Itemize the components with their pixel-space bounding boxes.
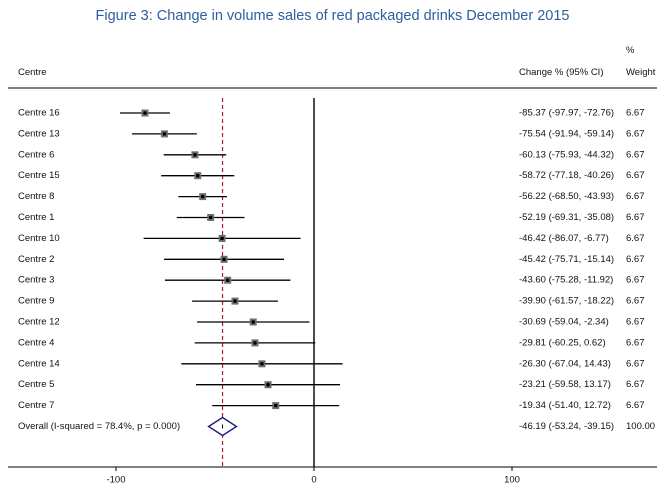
- point-estimate: [273, 403, 278, 408]
- point-estimate: [260, 362, 264, 366]
- weight-value: 6.67: [626, 275, 645, 286]
- ci-value: -26.30 (-67.04, 14.43): [519, 358, 611, 369]
- x-tick-label: 100: [504, 475, 520, 485]
- point-estimate: [220, 236, 224, 241]
- weight-value: 6.67: [626, 149, 645, 160]
- study-label: Centre 1: [18, 212, 54, 223]
- ci-value: -29.81 (-60.25, 0.62): [519, 337, 606, 348]
- study-label: Centre 12: [18, 317, 60, 328]
- overall-ci-value: -46.19 (-53.24, -39.15): [519, 421, 614, 432]
- study-label: Centre 15: [18, 170, 60, 181]
- point-estimate: [251, 320, 256, 324]
- weight-value: 6.67: [626, 233, 645, 244]
- study-label: Centre 6: [18, 149, 54, 160]
- point-estimate: [195, 173, 200, 178]
- weight-value: 6.67: [626, 108, 645, 119]
- study-label: Centre 13: [18, 128, 60, 139]
- ci-value: -19.34 (-51.40, 12.72): [519, 400, 611, 411]
- point-estimate: [143, 111, 147, 115]
- weight-value: 6.67: [626, 379, 645, 390]
- point-estimate: [208, 215, 213, 220]
- weight-value: 6.67: [626, 254, 645, 265]
- ci-value: -43.60 (-75.28, -11.92): [519, 275, 613, 286]
- point-estimate: [222, 257, 226, 262]
- weight-value: 6.67: [626, 191, 645, 202]
- ci-value: -52.19 (-69.31, -35.08): [519, 212, 614, 223]
- ci-value: -75.54 (-91.94, -59.14): [519, 128, 614, 139]
- weight-value: 6.67: [626, 296, 645, 307]
- weight-value: 6.67: [626, 212, 645, 223]
- ci-value: -85.37 (-97.97, -72.76): [519, 108, 614, 119]
- centre-column-header: Centre: [18, 67, 47, 78]
- point-estimate: [193, 153, 197, 157]
- point-estimate: [162, 132, 167, 136]
- figure-title: Figure 3: Change in volume sales of red …: [95, 8, 570, 24]
- ci-value: -58.72 (-77.18, -40.26): [519, 170, 614, 181]
- change-column-header: Change % (95% CI): [519, 67, 604, 78]
- x-tick-label: 0: [311, 475, 316, 485]
- study-label: Centre 4: [18, 337, 54, 348]
- weight-column-header: Weight: [626, 67, 656, 78]
- study-label: Centre 7: [18, 400, 54, 411]
- weight-value: 6.67: [626, 337, 645, 348]
- ci-value: -56.22 (-68.50, -43.93): [519, 191, 614, 202]
- weight-value: 6.67: [626, 317, 645, 328]
- study-label: Centre 3: [18, 275, 54, 286]
- weight-value: 6.67: [626, 358, 645, 369]
- study-label: Centre 9: [18, 296, 54, 307]
- ci-value: -39.90 (-61.57, -18.22): [519, 296, 614, 307]
- study-label: Centre 16: [18, 108, 60, 119]
- study-label: Centre 14: [18, 358, 60, 369]
- study-label: Centre 2: [18, 254, 54, 265]
- overall-weight-value: 100.00: [626, 421, 655, 432]
- x-tick-label: -100: [106, 475, 125, 485]
- ci-value: -45.42 (-75.71, -15.14): [519, 254, 614, 265]
- weight-value: 6.67: [626, 128, 645, 139]
- ci-value: -23.21 (-59.58, 13.17): [519, 379, 611, 390]
- overall-label: Overall (I-squared = 78.4%, p = 0.000): [18, 421, 180, 432]
- weight-value: 6.67: [626, 170, 645, 181]
- ci-value: -60.13 (-75.93, -44.32): [519, 149, 614, 160]
- point-estimate: [233, 299, 237, 303]
- study-label: Centre 8: [18, 191, 54, 202]
- ci-value: -46.42 (-86.07, -6.77): [519, 233, 609, 244]
- study-label: Centre 5: [18, 379, 54, 390]
- point-estimate: [266, 382, 270, 387]
- ci-value: -30.69 (-59.04, -2.34): [519, 317, 609, 328]
- point-estimate: [225, 278, 230, 283]
- study-label: Centre 10: [18, 233, 60, 244]
- weight-percent-symbol: %: [626, 45, 635, 56]
- point-estimate: [253, 341, 257, 345]
- weight-value: 6.67: [626, 400, 645, 411]
- point-estimate: [200, 194, 205, 199]
